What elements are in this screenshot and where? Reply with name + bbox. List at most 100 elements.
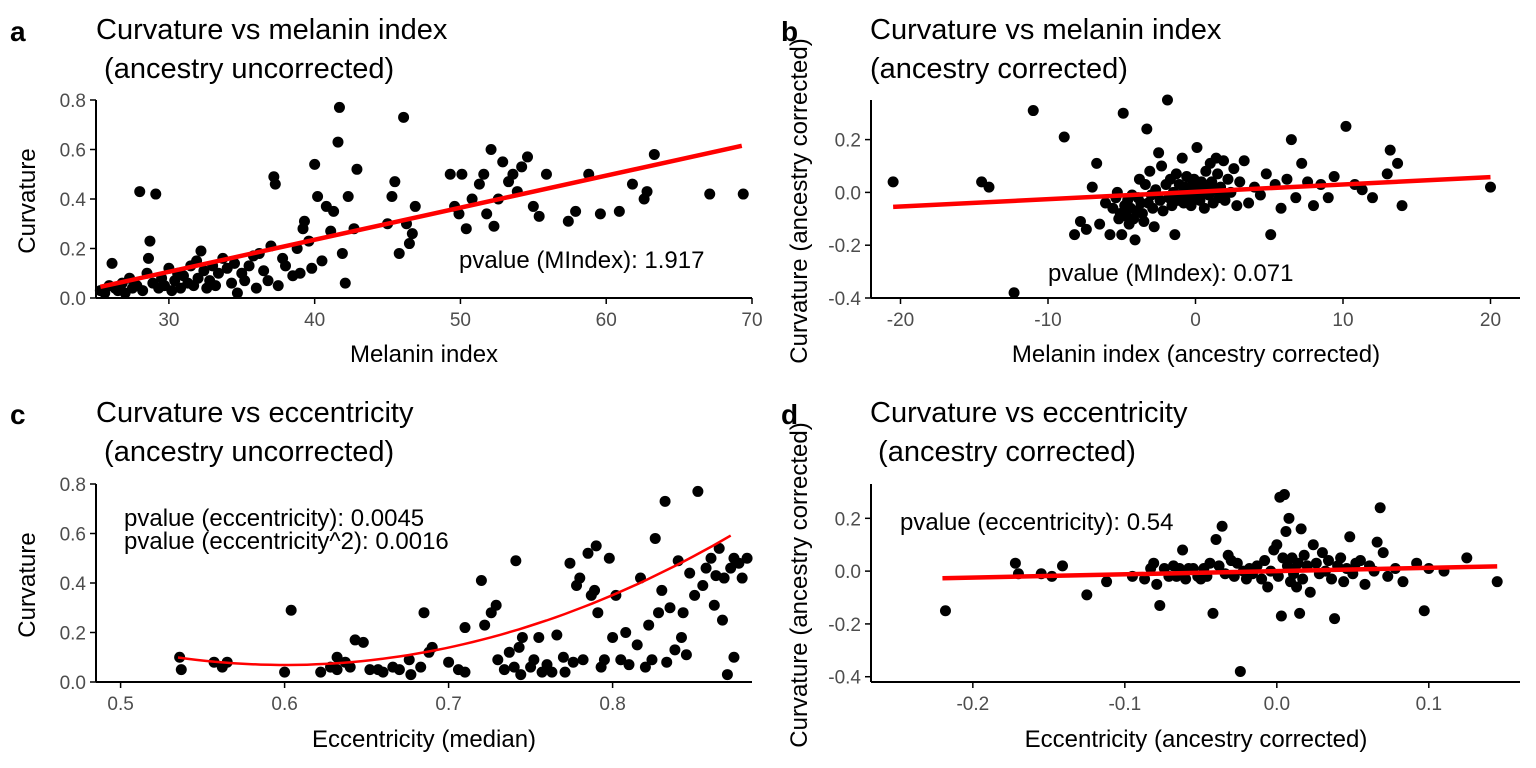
panel-a-data-point bbox=[522, 151, 534, 163]
panel-c-x-tick-label: 0.5 bbox=[107, 694, 133, 715]
panel-c-data-point bbox=[659, 495, 671, 507]
panel-b-data-point bbox=[1191, 142, 1203, 154]
panel-c-data-point bbox=[418, 607, 430, 619]
panel-b-data-point bbox=[1116, 229, 1128, 241]
panel-b-data-point bbox=[1069, 229, 1081, 241]
panel-b-data-point bbox=[1308, 200, 1319, 212]
panel-b-fit-line bbox=[893, 174, 1491, 210]
panel-d-data-point bbox=[1148, 557, 1160, 569]
panel-b-data-point bbox=[1381, 168, 1393, 180]
panel-a-data-point bbox=[195, 245, 207, 257]
panel-a-data-point bbox=[473, 178, 485, 190]
panel-c-data-point bbox=[692, 485, 704, 497]
panel-c: c Curvature vs eccentricity (ancestry un… bbox=[10, 397, 753, 753]
panel-b-data-point bbox=[1104, 229, 1116, 241]
panel-b-data-point bbox=[1129, 234, 1141, 246]
panel-b-data-point bbox=[1218, 155, 1230, 167]
panel-a-x-tick-label: 30 bbox=[158, 310, 179, 331]
panel-c-data-point bbox=[331, 651, 343, 663]
panel-a-data-point bbox=[294, 267, 306, 279]
panel-b-data-point bbox=[1086, 181, 1098, 193]
panel-a-data-point bbox=[453, 208, 465, 220]
panel-a-data-point bbox=[737, 188, 749, 200]
panel-c-data-point bbox=[533, 631, 545, 643]
panel-b-data-point bbox=[887, 176, 899, 188]
panel-b-data-point bbox=[1356, 184, 1368, 196]
panel-a-data-point bbox=[485, 144, 497, 155]
panel-b-data-point bbox=[1154, 194, 1166, 206]
panel-c-data-point bbox=[567, 656, 579, 668]
panel-d-data-point bbox=[1297, 573, 1309, 585]
panel-b-pvalue-annotation: pvalue (MIndex): 0.071 bbox=[1048, 260, 1293, 287]
panel-c-data-point bbox=[175, 664, 187, 676]
panel-c-data-point bbox=[377, 666, 389, 678]
panel-a-data-point bbox=[406, 228, 418, 240]
panel-c-letter: c bbox=[10, 399, 26, 430]
panel-c-data-point bbox=[459, 666, 471, 678]
panel-b-data-point bbox=[1485, 181, 1496, 193]
panel-c-data-point bbox=[508, 661, 520, 673]
panel-a-data-point bbox=[228, 257, 240, 269]
panel-a-data-point bbox=[507, 168, 519, 180]
panel-a-data-point bbox=[192, 272, 204, 284]
panel-b-x-tick-label: -10 bbox=[1034, 310, 1061, 331]
panel-c-data-point bbox=[620, 627, 632, 638]
panel-b-data-point bbox=[1396, 200, 1408, 212]
panel-d-data-point bbox=[1374, 502, 1386, 514]
panel-c-data-point bbox=[675, 631, 687, 643]
panel-d-title-line1: Curvature vs eccentricity bbox=[870, 397, 1188, 429]
panel-b-data-point bbox=[1231, 200, 1243, 212]
panel-b-data-point bbox=[1198, 202, 1210, 214]
panel-b-letter: b bbox=[781, 16, 798, 47]
panel-d-data-point bbox=[1177, 544, 1189, 556]
panel-a-data-point bbox=[409, 200, 421, 212]
panel-c-data-point bbox=[741, 552, 753, 564]
panel-b-y-axis-label: Curvature (ancestry corrected) bbox=[786, 38, 813, 363]
panel-b-data-point bbox=[1139, 178, 1151, 190]
panel-a-letter: a bbox=[10, 16, 26, 47]
panel-a-data-point bbox=[210, 280, 222, 292]
panel-c-data-point bbox=[728, 651, 740, 663]
panel-c-data-point bbox=[331, 664, 343, 676]
panel-c-data-point bbox=[559, 666, 571, 678]
panel-a-data-point bbox=[497, 156, 509, 168]
panel-d-data-point bbox=[1204, 557, 1216, 569]
panel-c-data-point bbox=[557, 651, 569, 663]
panel-d-data-point bbox=[1322, 555, 1334, 567]
panel-a-data-point bbox=[386, 191, 398, 203]
panel-c-data-point bbox=[689, 589, 701, 601]
panel-d-data-point bbox=[1335, 552, 1347, 564]
panel-d-x-tick-label: 0.0 bbox=[1264, 694, 1290, 715]
panel-d-data-point bbox=[1207, 607, 1219, 619]
panel-a-pvalue-annotation: pvalue (MIndex): 1.917 bbox=[459, 247, 704, 274]
panel-c-data-point bbox=[577, 654, 589, 666]
panel-c-y-axis-label: Curvature bbox=[14, 532, 41, 637]
panel-a-data-point bbox=[626, 178, 638, 190]
panel-a-data-point bbox=[333, 101, 345, 113]
panel-a-data-point bbox=[444, 168, 456, 180]
panel-c-y-tick-label: 0.0 bbox=[60, 673, 86, 694]
panel-d-title-line2: (ancestry corrected) bbox=[870, 436, 1136, 468]
panel-d-pvalue-annotation: pvalue (eccentricity): 0.54 bbox=[900, 509, 1173, 536]
panel-c-data-point bbox=[718, 572, 730, 584]
panel-a-data-point bbox=[212, 267, 224, 279]
panel-a-data-point bbox=[342, 191, 354, 203]
panel-d-data-point bbox=[1272, 570, 1284, 582]
panel-b-data-point bbox=[1058, 131, 1070, 143]
panel-a-data-point bbox=[243, 260, 255, 272]
panel-a-y-tick-label: 0.6 bbox=[60, 141, 86, 162]
panel-c-data-point bbox=[639, 661, 651, 673]
panel-a-data-point bbox=[594, 208, 606, 220]
panel-c-x-tick-label: 0.6 bbox=[271, 694, 297, 715]
panel-c-pvalue-annotation-2: pvalue (eccentricity^2): 0.0016 bbox=[124, 528, 449, 555]
panel-d-data-point bbox=[1382, 570, 1394, 582]
panel-c-data-point bbox=[405, 669, 417, 681]
panel-c-data-point bbox=[643, 619, 655, 631]
panel-d-data-point bbox=[1344, 531, 1356, 543]
panel-d-data-point bbox=[1329, 613, 1341, 625]
panel-a-data-point bbox=[150, 188, 162, 200]
panel-c-title-line2: (ancestry uncorrected) bbox=[96, 436, 394, 468]
panel-b-x-tick-label: -20 bbox=[887, 310, 914, 331]
panel-a-data-point bbox=[398, 111, 410, 123]
